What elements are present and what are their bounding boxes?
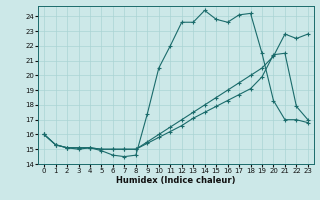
- X-axis label: Humidex (Indice chaleur): Humidex (Indice chaleur): [116, 176, 236, 185]
